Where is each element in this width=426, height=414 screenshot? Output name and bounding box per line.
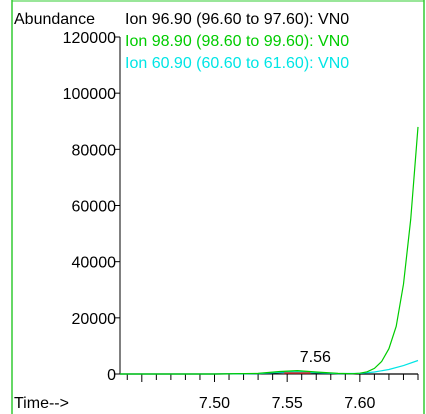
x-axis-title: Time--> [14,395,69,412]
y-tick-label: 0 [107,367,116,384]
legend-entry: Ion 96.90 (96.60 to 97.60): VN0 [125,11,349,28]
y-tick-label: 20000 [72,311,117,328]
legend-entry: Ion 60.90 (60.60 to 61.60): VN0 [125,55,349,72]
x-tick-label: 7.55 [272,395,303,412]
x-tick-label: 7.60 [344,395,375,412]
legend: Ion 96.90 (96.60 to 97.60): VN0 Ion 98.90… [125,11,349,72]
y-axis: 0 20000 40000 60000 80000 100000 120000 [63,30,120,384]
peak-annotation: 7.56 [300,349,331,366]
y-axis-title: Abundance [14,11,95,28]
x-axis: 7.50 7.55 7.60 [126,374,419,412]
plot-area [120,126,419,375]
y-tick-label: 80000 [72,142,117,159]
series-line [120,126,419,375]
legend-entry: Ion 98.90 (98.60 to 99.60): VN0 [125,33,349,50]
y-tick-label: 100000 [63,86,116,103]
x-tick-label: 7.50 [199,395,230,412]
y-tick-label: 40000 [72,255,117,272]
y-tick-label: 120000 [63,30,116,47]
y-tick-label: 60000 [72,199,117,216]
